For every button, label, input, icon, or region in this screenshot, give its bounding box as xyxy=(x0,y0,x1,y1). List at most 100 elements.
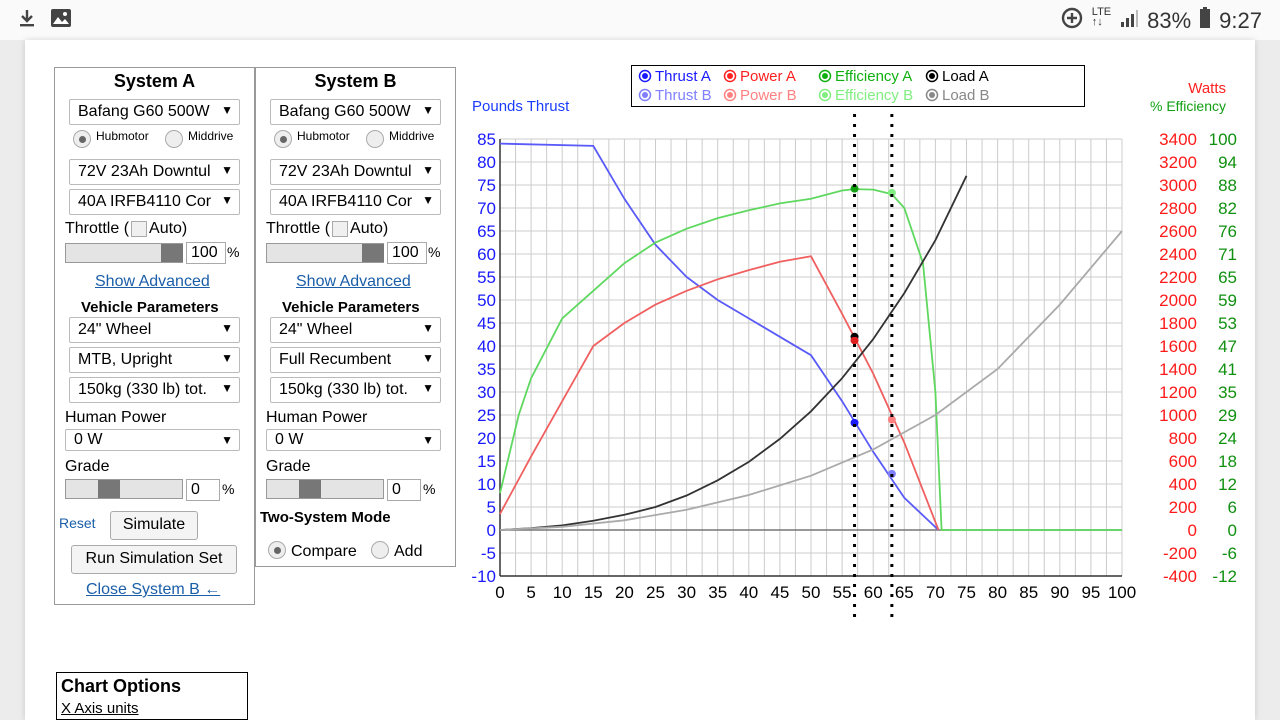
watts-tick-label: 200 xyxy=(1169,498,1197,517)
download-icon xyxy=(18,8,36,33)
grade-slider[interactable] xyxy=(65,479,183,499)
y-tick-label: 15 xyxy=(477,452,496,471)
throttle-label: Throttle (Auto) xyxy=(266,220,389,237)
x-tick-label: 50 xyxy=(802,583,821,602)
add-radio[interactable] xyxy=(371,541,389,559)
battery-percent: 83% xyxy=(1147,8,1192,33)
y-tick-label: 65 xyxy=(477,222,496,241)
operating-point xyxy=(887,415,896,424)
legend-label: Load A xyxy=(942,68,989,85)
efficiency-tick-label: -6 xyxy=(1222,544,1237,563)
chart-ticks: 8580757065605550454035302520151050-5-103… xyxy=(471,130,1237,602)
status-bar: LTE ↑↓ 83% 9:27 xyxy=(0,0,1280,40)
legend-label: Load B xyxy=(942,87,990,104)
watts-tick-label: 800 xyxy=(1169,429,1197,448)
legend-dot xyxy=(642,92,648,98)
efficiency-tick-label: 76 xyxy=(1218,222,1237,241)
simulate-button[interactable]: Simulate xyxy=(110,511,198,540)
x-axis-units-link[interactable]: X Axis units xyxy=(61,700,139,717)
watts-tick-label: 0 xyxy=(1188,521,1197,540)
middrive-radio[interactable] xyxy=(366,130,384,148)
operating-point xyxy=(850,184,859,193)
add-label: Add xyxy=(394,543,423,560)
legend-items: Thrust A Power A Efficiency A Load A Thrust … xyxy=(638,68,990,104)
battery-icon xyxy=(1199,7,1211,35)
throttle-slider[interactable] xyxy=(266,243,384,263)
grade-slider[interactable] xyxy=(266,479,384,499)
compare-label: Compare xyxy=(291,543,357,560)
x-tick-label: 30 xyxy=(677,583,696,602)
motor-select[interactable]: Bafang G60 500W ▼ xyxy=(270,99,441,125)
run-simulation-set-button[interactable]: Run Simulation Set xyxy=(71,545,237,574)
motor-select[interactable]: Bafang G60 500W ▼ xyxy=(69,99,240,125)
human-power-select[interactable]: 0 W ▼ xyxy=(266,429,441,451)
posture-select[interactable]: Full Recumbent ▼ xyxy=(270,347,441,373)
auto-checkbox[interactable] xyxy=(332,220,349,237)
legend-dot xyxy=(727,73,733,79)
battery-select[interactable]: 72V 23Ah Downtul ▼ xyxy=(270,159,441,185)
watts-tick-label: 2400 xyxy=(1159,245,1197,264)
efficiency-tick-label: 12 xyxy=(1218,475,1237,494)
watts-tick-label: -400 xyxy=(1163,567,1197,586)
efficiency-tick-label: 18 xyxy=(1218,452,1237,471)
legend-label: Efficiency B xyxy=(835,87,913,104)
wheel-select[interactable]: 24" Wheel ▼ xyxy=(69,317,240,343)
watts-tick-label: 1200 xyxy=(1159,383,1197,402)
y-tick-label: 70 xyxy=(477,199,496,218)
hubmotor-radio[interactable] xyxy=(274,130,292,148)
legend-label: Efficiency A xyxy=(835,68,912,85)
efficiency-tick-label: 29 xyxy=(1218,406,1237,425)
auto-checkbox[interactable] xyxy=(131,220,148,237)
efficiency-tick-label: 35 xyxy=(1218,383,1237,402)
controller-select[interactable]: 40A IRFB4110 Cor ▼ xyxy=(69,189,240,215)
watts-tick-label: 3000 xyxy=(1159,176,1197,195)
chart-grid xyxy=(499,138,1123,577)
throttle-input[interactable]: 100 xyxy=(387,242,427,264)
watts-tick-label: 3200 xyxy=(1159,153,1197,172)
legend-label: Thrust A xyxy=(655,68,711,85)
y-tick-label: 10 xyxy=(477,475,496,494)
y-tick-label: -5 xyxy=(481,544,496,563)
x-tick-label: 10 xyxy=(553,583,572,602)
watts-tick-label: 2000 xyxy=(1159,291,1197,310)
weight-select[interactable]: 150kg (330 lb) tot. ▼ xyxy=(69,377,240,403)
throttle-input[interactable]: 100 xyxy=(186,242,226,264)
close-system-b-link[interactable]: Close System B ← xyxy=(86,581,221,598)
controller-select[interactable]: 40A IRFB4110 Cor ▼ xyxy=(270,189,441,215)
weight-select[interactable]: 150kg (330 lb) tot. ▼ xyxy=(270,377,441,403)
x-tick-label: 75 xyxy=(957,583,976,602)
watts-tick-label: 3400 xyxy=(1159,130,1197,149)
chart-series xyxy=(499,142,1123,531)
y-tick-label: 40 xyxy=(477,337,496,356)
reset-link[interactable]: Reset xyxy=(59,515,96,531)
human-power-select[interactable]: 0 W ▼ xyxy=(65,429,240,451)
throttle-slider[interactable] xyxy=(65,243,183,263)
grade-input[interactable]: 0 xyxy=(186,479,220,501)
legend-dot xyxy=(822,92,828,98)
efficiency-tick-label: 71 xyxy=(1218,245,1237,264)
y-tick-label: 20 xyxy=(477,429,496,448)
watts-tick-label: 1000 xyxy=(1159,406,1197,425)
wheel-select[interactable]: 24" Wheel ▼ xyxy=(270,317,441,343)
battery-select[interactable]: 72V 23Ah Downtul ▼ xyxy=(69,159,240,185)
compare-radio[interactable] xyxy=(268,541,286,559)
legend-dot xyxy=(822,73,828,79)
show-advanced-link[interactable]: Show Advanced xyxy=(95,273,210,290)
operating-point xyxy=(887,188,896,197)
efficiency-tick-label: 24 xyxy=(1218,429,1237,448)
show-advanced-link[interactable]: Show Advanced xyxy=(296,273,411,290)
grade-input[interactable]: 0 xyxy=(387,479,421,501)
y-axis-label-watts: Watts xyxy=(1188,80,1226,97)
watts-tick-label: -200 xyxy=(1163,544,1197,563)
middrive-radio[interactable] xyxy=(165,130,183,148)
series-line-efficiency-a xyxy=(499,188,1122,531)
posture-select[interactable]: MTB, Upright ▼ xyxy=(69,347,240,373)
y-tick-label: 75 xyxy=(477,176,496,195)
throttle-label: Throttle (Auto) xyxy=(65,220,188,237)
operating-point xyxy=(850,336,859,345)
simulation-chart: Pounds Thrust Watts % Efficiency 85 80 75 7… xyxy=(471,80,1237,620)
efficiency-tick-label: -12 xyxy=(1212,567,1237,586)
watts-tick-label: 1800 xyxy=(1159,314,1197,333)
hubmotor-radio[interactable] xyxy=(73,130,91,148)
watts-tick-label: 400 xyxy=(1169,475,1197,494)
